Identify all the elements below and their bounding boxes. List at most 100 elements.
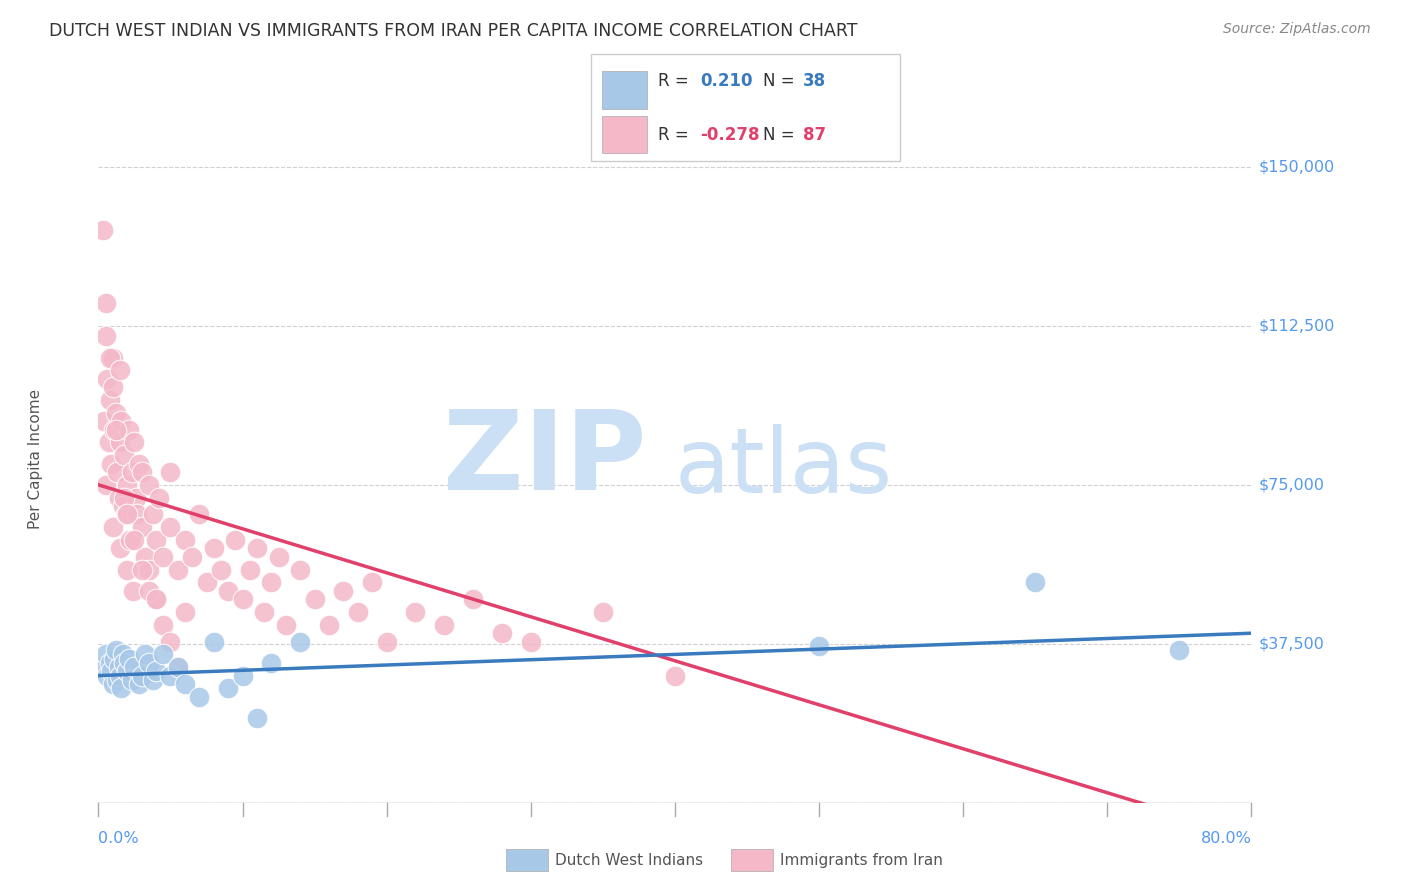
- Point: [174, 677, 197, 691]
- Point: [124, 435, 146, 450]
- Point: [117, 478, 138, 492]
- Point: [520, 634, 543, 648]
- Point: [118, 651, 141, 665]
- Point: [98, 656, 121, 670]
- Point: [118, 423, 141, 437]
- Point: [152, 549, 174, 564]
- Point: [124, 660, 146, 674]
- Point: [202, 634, 225, 648]
- Point: [159, 668, 181, 682]
- Point: [224, 533, 246, 547]
- Text: 80.0%: 80.0%: [1201, 831, 1251, 846]
- Point: [131, 465, 153, 479]
- Point: [209, 563, 232, 577]
- Point: [128, 457, 150, 471]
- Point: [145, 592, 167, 607]
- Point: [101, 677, 124, 691]
- Text: Per Capita Income: Per Capita Income: [28, 389, 42, 530]
- Point: [433, 617, 456, 632]
- Point: [491, 626, 513, 640]
- Point: [145, 533, 167, 547]
- Point: [108, 541, 131, 556]
- Point: [91, 660, 114, 674]
- Point: [138, 583, 160, 598]
- Point: [114, 508, 136, 522]
- Point: [318, 617, 340, 632]
- Point: [332, 583, 354, 598]
- Text: $150,000: $150,000: [1258, 160, 1334, 174]
- Point: [346, 605, 368, 619]
- Point: [100, 457, 122, 471]
- Point: [105, 465, 128, 479]
- Point: [361, 575, 384, 590]
- Point: [101, 520, 124, 534]
- Point: [104, 406, 127, 420]
- Point: [121, 673, 143, 687]
- Point: [202, 541, 225, 556]
- Point: [217, 681, 239, 696]
- Point: [142, 673, 165, 687]
- Text: Source: ZipAtlas.com: Source: ZipAtlas.com: [1223, 22, 1371, 37]
- Text: atlas: atlas: [675, 424, 893, 512]
- Point: [246, 541, 269, 556]
- Point: [111, 499, 134, 513]
- Text: $75,000: $75,000: [1258, 477, 1324, 492]
- Point: [152, 617, 174, 632]
- Point: [138, 478, 160, 492]
- Point: [131, 563, 153, 577]
- Point: [134, 549, 156, 564]
- Point: [107, 491, 129, 505]
- Point: [274, 617, 297, 632]
- Point: [807, 639, 830, 653]
- Point: [461, 592, 484, 607]
- Point: [94, 648, 117, 662]
- Point: [260, 575, 283, 590]
- Point: [121, 465, 143, 479]
- Point: [93, 414, 115, 428]
- Point: [148, 491, 170, 505]
- Point: [104, 643, 127, 657]
- Point: [94, 329, 117, 343]
- Text: 87: 87: [803, 126, 825, 144]
- Point: [98, 351, 121, 365]
- Text: $37,500: $37,500: [1258, 636, 1324, 651]
- Text: ZIP: ZIP: [443, 406, 647, 513]
- Point: [120, 533, 142, 547]
- Point: [112, 656, 135, 670]
- Point: [105, 673, 128, 687]
- Point: [181, 549, 204, 564]
- Point: [117, 508, 138, 522]
- Text: 0.0%: 0.0%: [98, 831, 139, 846]
- Text: R =: R =: [658, 126, 695, 144]
- Point: [125, 491, 148, 505]
- Point: [267, 549, 290, 564]
- Point: [159, 634, 181, 648]
- Point: [375, 634, 398, 648]
- Point: [290, 634, 312, 648]
- Point: [97, 435, 120, 450]
- Point: [1168, 643, 1191, 657]
- Point: [290, 563, 312, 577]
- Point: [96, 372, 118, 386]
- Text: N =: N =: [763, 72, 800, 90]
- Point: [94, 478, 117, 492]
- Point: [145, 592, 167, 607]
- Point: [110, 681, 132, 696]
- Point: [1024, 575, 1046, 590]
- Text: Immigrants from Iran: Immigrants from Iran: [780, 854, 943, 868]
- Text: 0.210: 0.210: [700, 72, 752, 90]
- Point: [145, 665, 167, 679]
- Point: [131, 668, 153, 682]
- Point: [127, 508, 149, 522]
- Point: [217, 583, 239, 598]
- Point: [117, 563, 138, 577]
- Point: [138, 563, 160, 577]
- Point: [152, 648, 174, 662]
- Text: $112,500: $112,500: [1258, 318, 1334, 334]
- Point: [100, 665, 122, 679]
- Point: [142, 508, 165, 522]
- Point: [112, 491, 135, 505]
- Text: R =: R =: [658, 72, 695, 90]
- Point: [231, 592, 254, 607]
- Point: [166, 660, 188, 674]
